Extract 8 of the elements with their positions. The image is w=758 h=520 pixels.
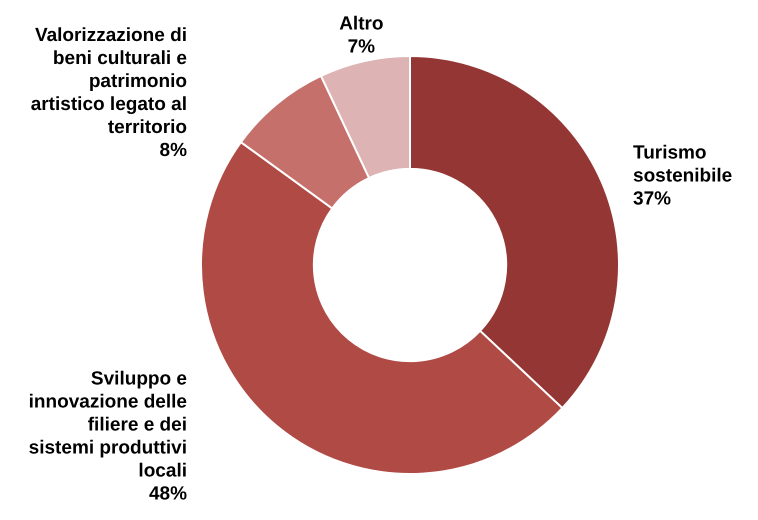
data-label: 7%: [348, 36, 376, 58]
data-label: 8%: [160, 140, 188, 161]
data-label: 37%: [633, 188, 672, 210]
data-label: 48%: [148, 484, 188, 505]
slice-label: Altro: [339, 14, 384, 35]
slice-label: Sviluppo e innovazione delle filiere e dei sistemi produttivi locali: [28, 368, 187, 482]
slice-label: Turismo sostenibile: [633, 142, 732, 187]
slice-label: Valorizzazione di beni culturali e patrimonio artistico legato al territorio: [30, 24, 187, 138]
